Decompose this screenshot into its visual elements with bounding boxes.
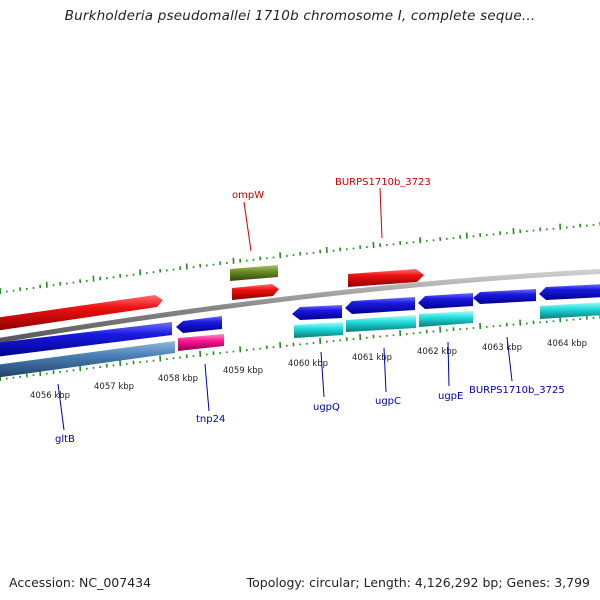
gene-ugpQ-blue[interactable]: [292, 305, 342, 320]
label-leader-ugpC: [383, 347, 387, 393]
scale-tick-label: 4057 kbp: [94, 382, 134, 392]
gene-next-blue[interactable]: [539, 284, 600, 300]
gene-ompW-rna[interactable]: [230, 265, 278, 281]
gene-ugpC-blue[interactable]: [345, 297, 415, 314]
label-leader-gltB: [57, 383, 65, 431]
gene-label-tnp24[interactable]: tnp24: [196, 414, 225, 425]
scale-tick-label: 4064 kbp: [547, 339, 587, 349]
label-leader-ugpQ: [320, 351, 325, 398]
gc-skew-track-upper: [0, 222, 600, 295]
label-leader-BURPS1710b_3723: [379, 187, 383, 239]
feature-ugpQ-cyan[interactable]: [294, 322, 343, 338]
label-leader-tnp24: [204, 363, 210, 412]
accession-text: Accession: NC_007434: [9, 575, 152, 590]
gene-tnp24-blue[interactable]: [176, 316, 222, 333]
feature-tnp24-pink[interactable]: [178, 334, 224, 351]
scale-tick-label: 4058 kbp: [158, 374, 198, 384]
gene-ugpE-blue[interactable]: [418, 293, 473, 309]
gene-label-ugpQ[interactable]: ugpQ: [313, 402, 340, 413]
gene-ompW[interactable]: [232, 284, 279, 300]
gene-label-BURPS1710b_3723[interactable]: BURPS1710b_3723: [335, 177, 431, 188]
chromosome-backbone: [0, 269, 600, 343]
feature-ugpE-cyan[interactable]: [419, 311, 473, 327]
gene-label-ugpC[interactable]: ugpC: [375, 396, 401, 407]
gene-label-gltB[interactable]: gltB: [55, 434, 75, 445]
scale-tick-label: 4062 kbp: [417, 347, 457, 357]
feature-gltB-steel[interactable]: [0, 341, 175, 378]
label-leader-ugpE: [447, 341, 450, 387]
gene-forward-gltB-partner[interactable]: [0, 295, 163, 331]
gene-BURPS1710b_3723[interactable]: [348, 269, 424, 287]
scale-tick-label: 4060 kbp: [288, 359, 328, 369]
gene-BURPS1710b_3725-blue[interactable]: [473, 289, 536, 304]
scale-tick-label: 4056 kbp: [30, 391, 70, 401]
gene-label-ugpE[interactable]: ugpE: [438, 391, 463, 402]
scale-tick-label: 4063 kbp: [482, 343, 522, 353]
feature-next-cyan[interactable]: [540, 302, 600, 319]
scale-tick-label: 4059 kbp: [223, 366, 263, 376]
map-title: Burkholderia pseudomallei 1710b chromoso…: [64, 8, 536, 24]
scale-tick-label: 4061 kbp: [352, 353, 392, 363]
gene-label-ompW[interactable]: ompW: [232, 190, 264, 201]
feature-ugpC-cyan[interactable]: [346, 315, 416, 332]
label-leader-BURPS1710b_3725: [506, 336, 513, 382]
gene-reverse-gltB-blue[interactable]: [0, 322, 172, 357]
label-leader-ompW: [243, 201, 252, 252]
gc-skew-track-lower: [0, 313, 600, 382]
topology-summary: Topology: circular; Length: 4,126,292 bp…: [246, 575, 590, 590]
gene-label-BURPS1710b_3725[interactable]: BURPS1710b_3725: [469, 385, 565, 396]
